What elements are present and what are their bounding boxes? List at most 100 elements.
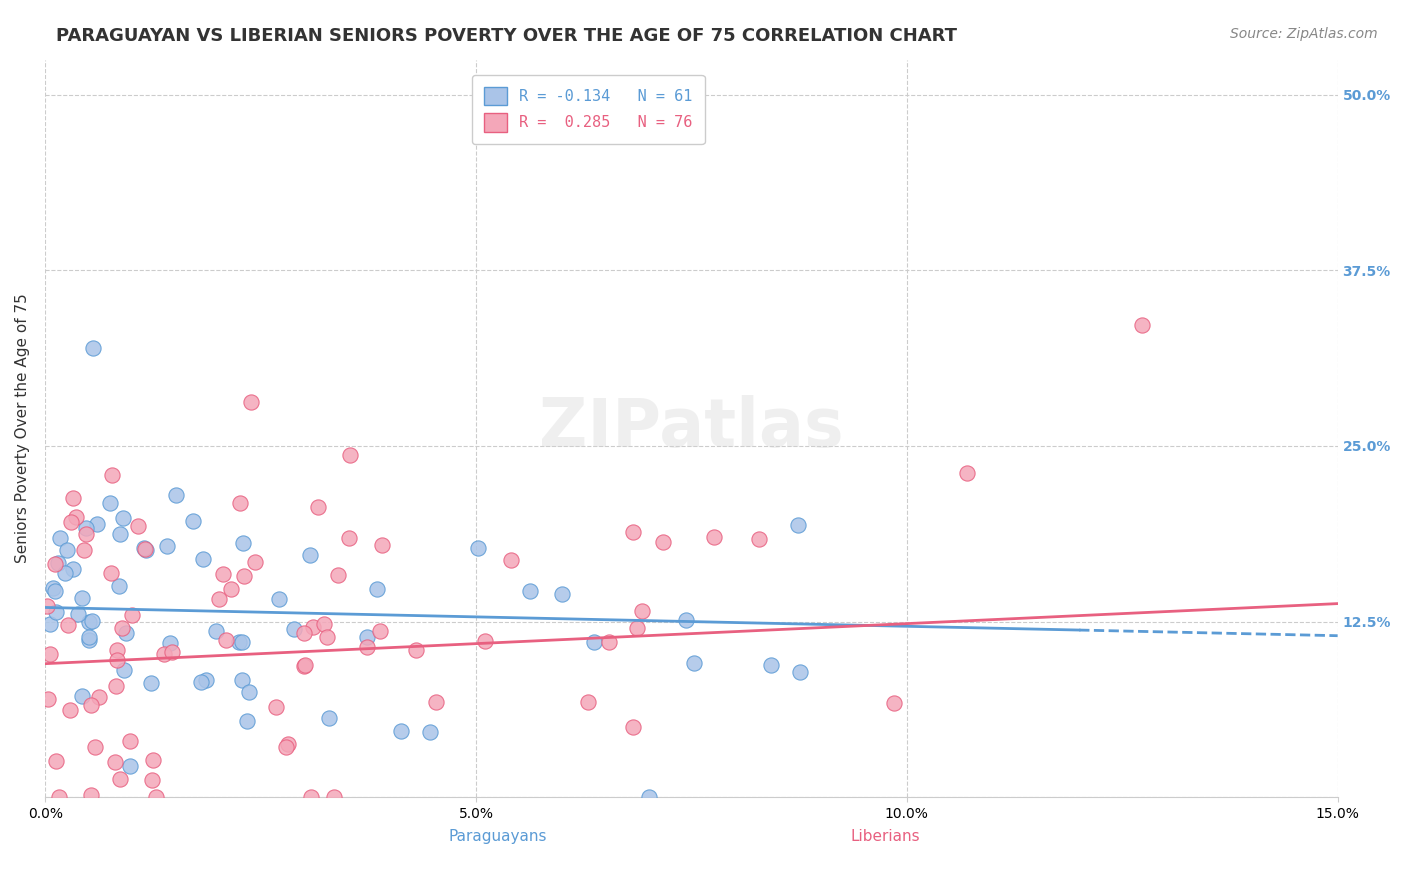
Liberians: [104, 755, 127, 769]
Paraguayans: [112, 663, 135, 677]
Liberians: [621, 525, 644, 540]
Paraguayans: [108, 579, 131, 593]
Liberians: [79, 789, 101, 803]
Paraguayans: [190, 675, 212, 690]
Paraguayans: [62, 562, 84, 576]
Liberians: [145, 790, 167, 805]
Liberians: [956, 466, 979, 480]
Liberians: [302, 620, 325, 634]
Paraguayans: [77, 633, 100, 648]
Paraguayans: [118, 758, 141, 772]
Paraguayans: [82, 341, 104, 355]
Liberians: [110, 772, 132, 787]
Liberians: [748, 532, 770, 546]
Paraguayans: [46, 556, 69, 570]
Liberians: [100, 467, 122, 482]
Liberians: [72, 542, 94, 557]
Text: Source: ZipAtlas.com: Source: ZipAtlas.com: [1230, 27, 1378, 41]
Liberians: [315, 630, 337, 644]
Paraguayans: [356, 630, 378, 644]
Liberians: [576, 695, 599, 709]
Paraguayans: [112, 511, 135, 525]
Liberians: [142, 753, 165, 767]
Paraguayans: [135, 542, 157, 557]
Liberians: [276, 739, 298, 754]
Liberians: [598, 634, 620, 648]
Paraguayans: [194, 673, 217, 688]
Paraguayans: [467, 541, 489, 556]
Liberians: [105, 643, 128, 657]
Liberians: [630, 605, 652, 619]
Paraguayans: [761, 657, 783, 672]
Paraguayans: [675, 613, 697, 627]
Paraguayans: [269, 592, 291, 607]
Paraguayans: [181, 514, 204, 528]
Paraguayans: [77, 615, 100, 629]
Liberians: [83, 739, 105, 754]
Paraguayans: [235, 714, 257, 729]
Liberians: [75, 527, 97, 541]
Liberians: [62, 491, 84, 505]
Liberians: [339, 448, 361, 462]
Liberians: [501, 553, 523, 567]
Paraguayans: [56, 543, 79, 558]
Text: Paraguayans: Paraguayans: [449, 830, 547, 845]
Liberians: [337, 531, 360, 545]
Paraguayans: [193, 552, 215, 566]
Liberians: [371, 538, 394, 552]
Paraguayans: [551, 587, 574, 601]
Paraguayans: [141, 675, 163, 690]
Liberians: [87, 690, 110, 705]
Liberians: [292, 659, 315, 673]
Paraguayans: [42, 581, 65, 595]
Liberians: [1130, 318, 1153, 332]
Liberians: [232, 569, 254, 583]
Liberians: [425, 695, 447, 709]
Liberians: [105, 679, 128, 693]
Liberians: [621, 719, 644, 733]
Liberians: [37, 691, 59, 706]
Text: Liberians: Liberians: [851, 830, 920, 845]
Liberians: [121, 607, 143, 622]
Text: PARAGUAYAN VS LIBERIAN SENIORS POVERTY OVER THE AGE OF 75 CORRELATION CHART: PARAGUAYAN VS LIBERIAN SENIORS POVERTY O…: [56, 27, 957, 45]
Paraguayans: [238, 685, 260, 699]
Liberians: [44, 557, 66, 571]
Paraguayans: [38, 616, 60, 631]
Paraguayans: [114, 626, 136, 640]
Liberians: [152, 647, 174, 661]
Liberians: [80, 698, 103, 713]
Paraguayans: [789, 665, 811, 680]
Paraguayans: [75, 521, 97, 535]
Liberians: [229, 496, 252, 510]
Paraguayans: [389, 723, 412, 738]
Paraguayans: [638, 790, 661, 805]
Paraguayans: [53, 566, 76, 580]
Paraguayans: [283, 622, 305, 636]
Paraguayans: [70, 689, 93, 703]
Liberians: [239, 395, 262, 409]
Liberians: [299, 790, 322, 805]
Liberians: [45, 754, 67, 768]
Liberians: [266, 700, 288, 714]
Liberians: [474, 633, 496, 648]
Liberians: [65, 509, 87, 524]
Paraguayans: [232, 535, 254, 549]
Paraguayans: [583, 635, 606, 649]
Paraguayans: [98, 496, 121, 510]
Liberians: [111, 621, 134, 635]
Liberians: [141, 773, 163, 788]
Liberians: [626, 621, 648, 635]
Paraguayans: [86, 516, 108, 531]
Y-axis label: Seniors Poverty Over the Age of 75: Seniors Poverty Over the Age of 75: [15, 293, 30, 563]
Liberians: [105, 652, 128, 666]
Liberians: [38, 647, 60, 661]
Paraguayans: [419, 725, 441, 739]
Liberians: [59, 515, 82, 529]
Liberians: [212, 567, 235, 582]
Paraguayans: [228, 635, 250, 649]
Liberians: [127, 518, 149, 533]
Liberians: [56, 618, 79, 632]
Paraguayans: [156, 539, 179, 553]
Paraguayans: [786, 518, 808, 533]
Paraguayans: [519, 584, 541, 599]
